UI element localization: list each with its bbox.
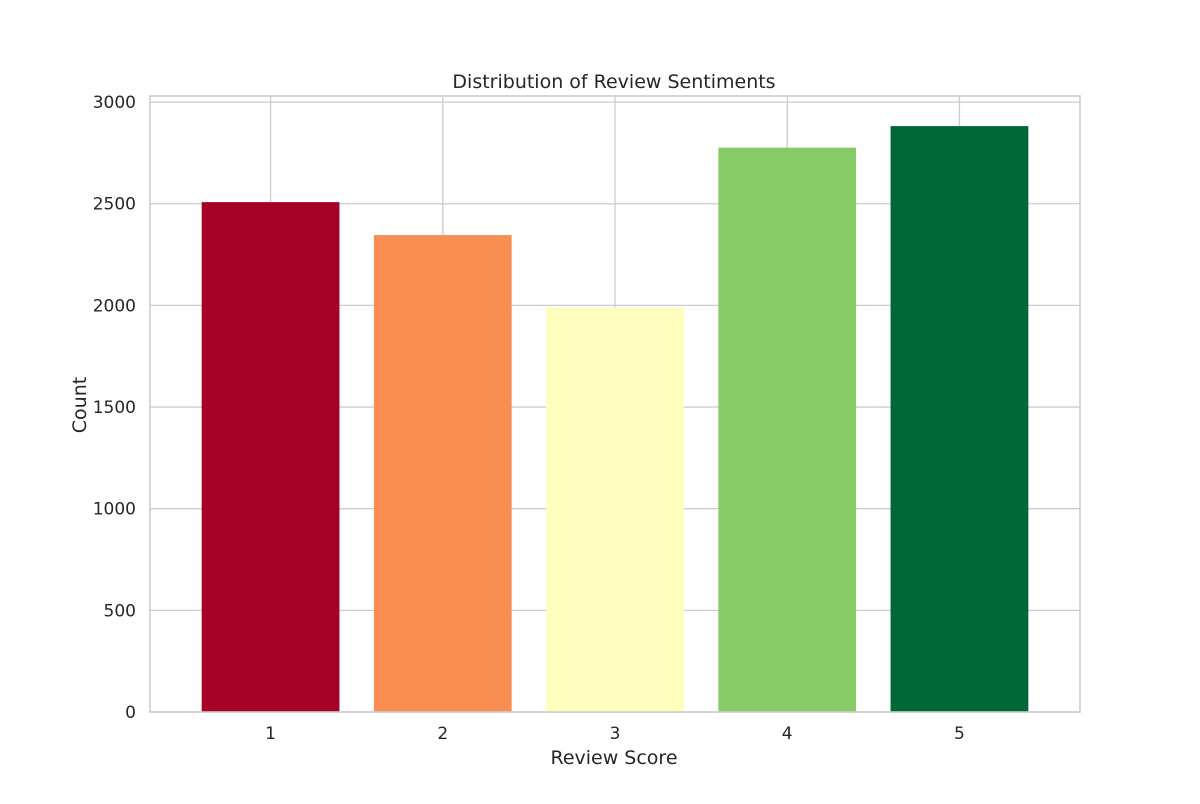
y-tick-label: 500	[104, 601, 136, 621]
y-tick-label: 2000	[93, 296, 136, 316]
y-tick-labels: 0 500 1000 1500 2000 2500 3000	[93, 93, 136, 723]
x-tick-label: 4	[782, 724, 793, 744]
x-tick-label: 2	[437, 724, 448, 744]
y-axis-label: Count	[69, 377, 91, 433]
x-axis-label: Review Score	[550, 747, 677, 769]
y-tick-label: 1000	[93, 500, 136, 520]
bar-score-1	[201, 202, 340, 712]
x-tick-label: 3	[610, 724, 621, 744]
bars	[201, 126, 1029, 713]
bar-score-4	[718, 147, 857, 712]
x-tick-label: 1	[265, 724, 276, 744]
x-tick-label: 5	[954, 724, 965, 744]
bar-score-2	[373, 235, 512, 712]
y-tick-label: 2500	[93, 195, 136, 215]
chart-title: Distribution of Review Sentiments	[452, 71, 775, 93]
bar-score-5	[890, 126, 1029, 713]
y-tick-label: 1500	[93, 398, 136, 418]
y-tick-label: 0	[125, 703, 136, 723]
y-tick-label: 3000	[93, 93, 136, 113]
x-tick-labels: 1 2 3 4 5	[265, 724, 965, 744]
bar-score-3	[546, 307, 684, 712]
plot-frame	[149, 95, 1081, 713]
